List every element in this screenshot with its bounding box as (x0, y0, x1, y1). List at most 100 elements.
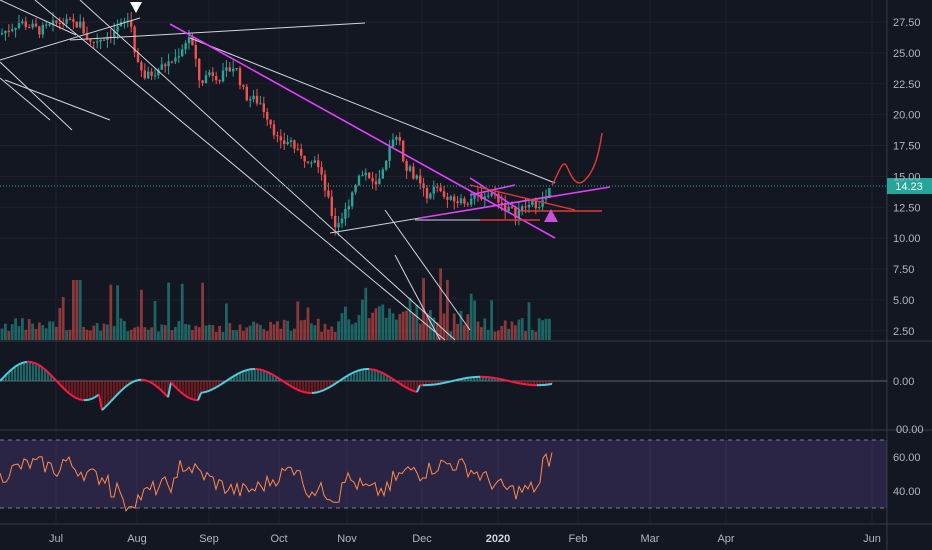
candle-body (446, 196, 449, 200)
rsi-partial-top-label: 00.00 (896, 424, 924, 436)
price-axis[interactable]: 27.50 25.00 22.50 20.00 17.50 15.00 12.50 10.00… (893, 17, 921, 338)
candlesticks[interactable] (0, 12, 551, 236)
time-axis[interactable]: Jul Aug Sep Oct Nov Dec 2020 Feb Mar Apr Jun (49, 533, 881, 545)
oscillator-line-segment (59, 383, 64, 389)
oscillator-indicator (0, 360, 554, 411)
trendline-white-1[interactable] (0, 17, 141, 61)
volume-bar (381, 304, 385, 340)
oscillator-bar (35, 363, 38, 381)
volume-bar (364, 287, 368, 340)
oscillator-line-segment (125, 383, 130, 388)
volume-bar (218, 325, 221, 340)
volume-bar (225, 303, 228, 340)
volume-bar (242, 330, 245, 340)
volume-bar (357, 315, 361, 340)
oscillator-line-segment (338, 378, 343, 383)
last-price-label: 14.23 (887, 178, 932, 194)
oscillator-line-segment (47, 371, 52, 376)
trendline-white-7[interactable] (34, 0, 446, 341)
oscillator-bar (104, 381, 107, 408)
trendline-white-8[interactable] (79, 0, 456, 341)
volume-bar (514, 325, 517, 340)
candle-body (296, 148, 299, 150)
trendline-magenta-1[interactable] (169, 23, 556, 239)
trendline-white-11[interactable] (384, 209, 471, 331)
volume-bar (531, 329, 534, 340)
volume-bar (0, 328, 4, 340)
oscillator-bar (218, 381, 221, 386)
candle-body (538, 206, 541, 209)
candle-body (405, 161, 408, 171)
oscillator-bar (251, 369, 254, 381)
oscillator-bar (353, 372, 356, 381)
oscillator-line-segment (5, 371, 10, 376)
volume-bar (286, 320, 289, 340)
volume-bar (442, 313, 446, 340)
volume-bar (89, 330, 92, 340)
oscillator-bar (491, 377, 494, 381)
candle-body (68, 19, 72, 21)
volume-bar (497, 330, 500, 340)
oscillator-bar (494, 378, 497, 381)
oscillator-bar (464, 378, 467, 381)
trendline-white-2[interactable] (69, 22, 366, 41)
oscillator-bar (332, 381, 335, 386)
trendline-white-3[interactable] (0, 0, 77, 36)
oscillator-bar (242, 371, 245, 381)
candle-body (429, 193, 432, 199)
oscillator-line-segment (395, 380, 400, 384)
candle-body (490, 193, 493, 196)
oscillator-bar (191, 381, 194, 400)
projection-curve[interactable] (551, 132, 603, 186)
trendline-white-12[interactable] (394, 254, 441, 341)
trendline-white-5[interactable] (4, 79, 111, 121)
trendline-white-4[interactable] (0, 61, 73, 131)
volume-bar (323, 323, 327, 340)
trendline-white-9[interactable] (189, 37, 556, 184)
trendline-red-1[interactable] (469, 184, 576, 211)
candle-body (395, 137, 398, 140)
rsi-tick-label: 40.00 (893, 486, 921, 498)
volume-bar (228, 323, 232, 340)
trendline-white-6[interactable] (0, 77, 51, 121)
oscillator-bar (116, 381, 119, 395)
oscillator-line-segment (170, 381, 175, 387)
oscillator-line-segment (344, 374, 349, 379)
volume-bar (265, 331, 269, 340)
oscillator-line-segment (41, 366, 46, 371)
oscillator-line-segment (386, 374, 391, 379)
oscillator-bar (263, 370, 266, 381)
candle-body (204, 75, 208, 84)
oscillator-bar (101, 381, 104, 411)
oscillator-bar (23, 362, 26, 381)
candle-body (483, 196, 486, 199)
candle-body (504, 203, 507, 212)
oscillator-line-segment (359, 368, 364, 372)
oscillator-line-segment (296, 388, 301, 392)
price-tick-label: 12.50 (893, 202, 921, 214)
red-drawings[interactable] (469, 132, 603, 221)
volume-bar (184, 324, 187, 340)
rsi-axis[interactable]: 60.00 40.00 00.00 (893, 424, 924, 498)
oscillator-bar (11, 369, 14, 381)
volume-bar (82, 327, 85, 340)
oscillator-line-segment (128, 381, 133, 386)
candle-body (17, 23, 21, 28)
trendline-magenta-2[interactable] (419, 186, 611, 219)
oscillator-line-segment (284, 381, 289, 386)
oscillator-line-segment (62, 387, 67, 392)
oscillator-line-segment (320, 389, 325, 393)
oscillator-axis[interactable]: 0.00 (893, 376, 914, 388)
candle-body (136, 52, 140, 63)
volume-bar (95, 323, 99, 340)
oscillator-bar (389, 377, 392, 381)
volume-bar (480, 327, 483, 340)
magenta-trendlines[interactable] (169, 23, 611, 239)
trendline-magenta-3[interactable] (469, 177, 521, 211)
volume-bar (320, 331, 323, 340)
candle-body (58, 23, 61, 25)
volume-bar (27, 319, 31, 340)
oscillator-bar (92, 381, 95, 399)
candle-body (272, 124, 276, 136)
